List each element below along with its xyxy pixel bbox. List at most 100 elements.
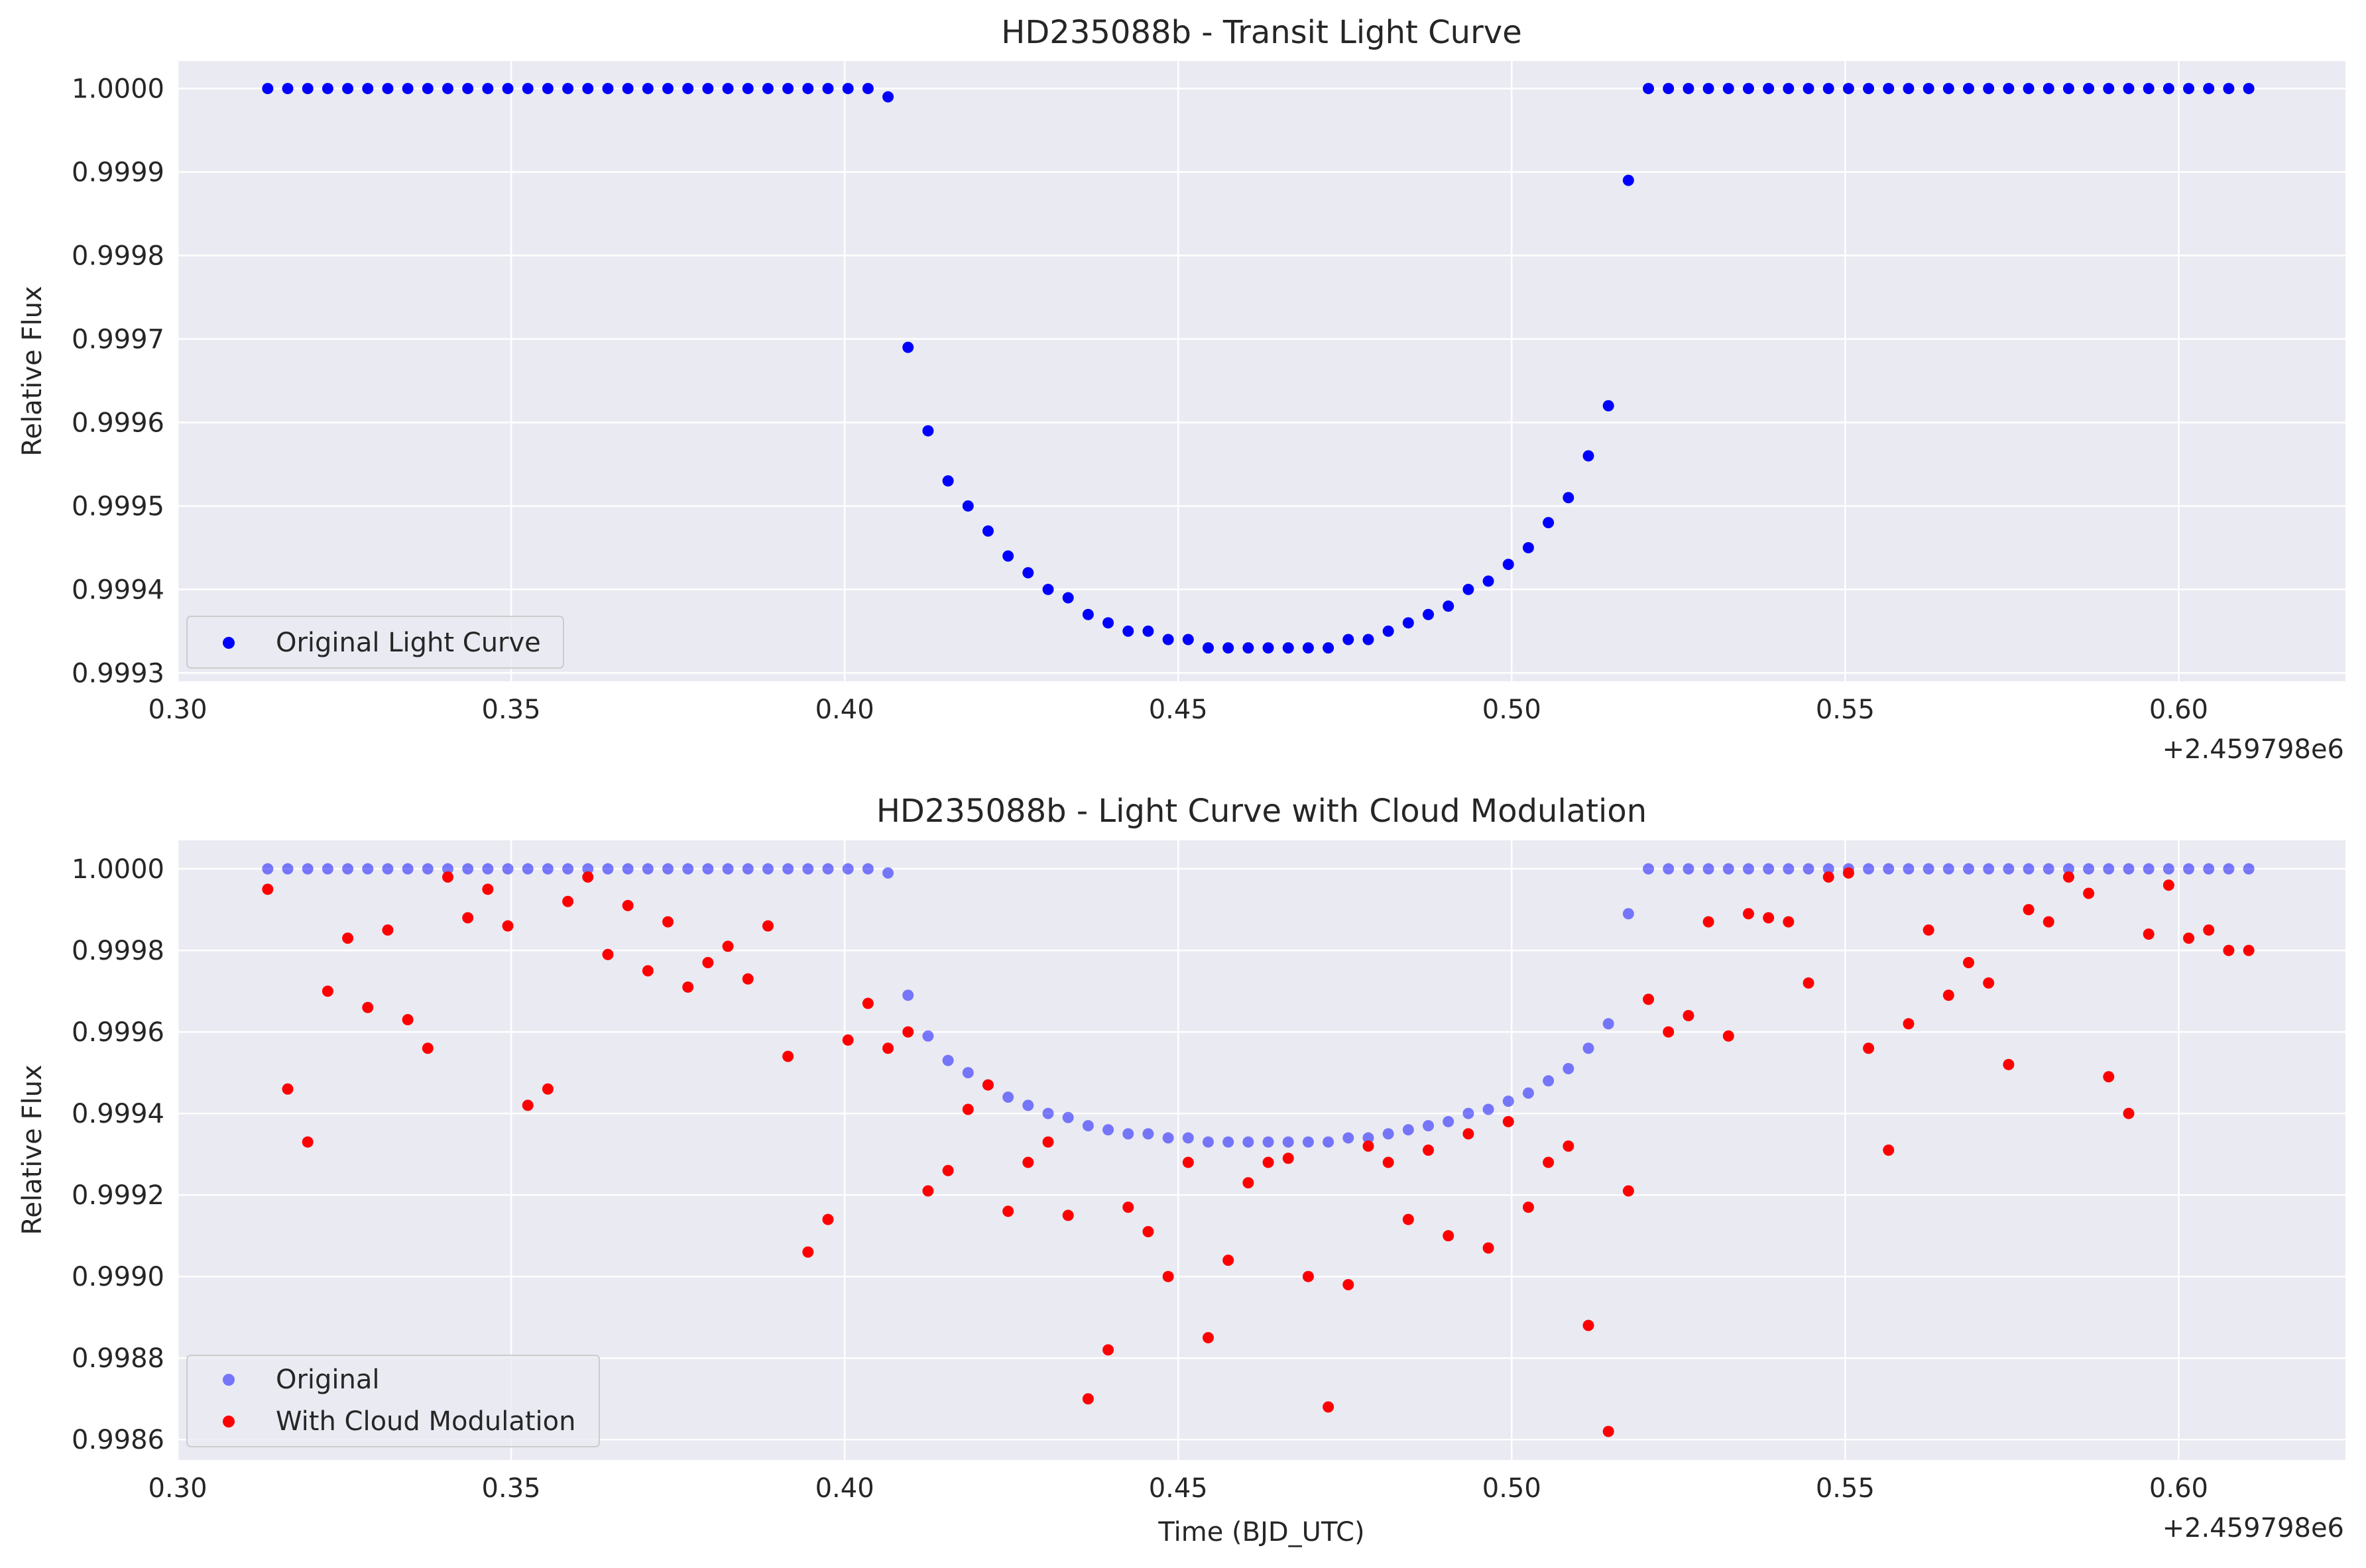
data-point-with-cloud-modulation xyxy=(1903,1018,1915,1030)
x-tick-label: 0.50 xyxy=(1482,1473,1541,1504)
data-point-with-cloud-modulation xyxy=(1963,957,1975,969)
data-point-original xyxy=(1423,1120,1435,1132)
data-point-original-light-curve xyxy=(342,83,354,95)
legend-marker-original xyxy=(223,1374,235,1386)
data-point-with-cloud-modulation xyxy=(1323,1401,1334,1413)
data-point-original-light-curve xyxy=(1922,83,1934,95)
data-point-original xyxy=(522,863,534,875)
data-point-original-light-curve xyxy=(562,83,574,95)
data-point-original xyxy=(2243,863,2255,875)
data-point-original xyxy=(2042,863,2054,875)
x-tick-label: 0.30 xyxy=(148,695,207,725)
data-point-original xyxy=(1082,1120,1094,1132)
chart-title: HD235088b - Transit Light Curve xyxy=(1001,14,1522,51)
data-point-original-light-curve xyxy=(702,83,714,95)
data-point-original xyxy=(662,863,674,875)
data-point-original-light-curve xyxy=(742,83,754,95)
data-point-with-cloud-modulation xyxy=(1702,916,1714,928)
x-tick-label: 0.60 xyxy=(2149,695,2208,725)
data-point-original xyxy=(822,863,834,875)
data-point-original xyxy=(2083,863,2095,875)
data-point-original-light-curve xyxy=(542,83,554,95)
data-point-original-light-curve xyxy=(1522,541,1534,553)
scatter-points xyxy=(262,863,2255,1437)
data-point-original xyxy=(642,863,654,875)
x-tick-label: 0.35 xyxy=(482,695,541,725)
data-point-original xyxy=(2103,863,2115,875)
data-point-original xyxy=(1462,1107,1474,1119)
data-point-original xyxy=(1323,1136,1334,1148)
data-point-with-cloud-modulation xyxy=(1262,1156,1274,1168)
data-point-original-light-curve xyxy=(2223,83,2235,95)
y-tick-label: 0.9986 xyxy=(72,1425,164,1455)
x-tick-label: 0.55 xyxy=(1816,1473,1875,1504)
data-point-original xyxy=(762,863,774,875)
data-point-original xyxy=(702,863,714,875)
data-point-original xyxy=(1863,863,1875,875)
data-point-original xyxy=(2183,863,2195,875)
data-point-original-light-curve xyxy=(962,500,974,512)
legend-box xyxy=(186,616,564,669)
data-point-original-light-curve xyxy=(442,83,453,95)
data-point-original xyxy=(442,863,453,875)
y-tick-label: 0.9999 xyxy=(72,158,164,188)
data-point-original xyxy=(1142,1128,1154,1140)
data-point-with-cloud-modulation xyxy=(1622,1185,1634,1197)
data-point-with-cloud-modulation xyxy=(622,899,634,911)
data-point-with-cloud-modulation xyxy=(1402,1213,1414,1225)
data-point-original xyxy=(1643,863,1655,875)
data-point-original-light-curve xyxy=(1443,600,1454,612)
data-point-with-cloud-modulation xyxy=(722,940,734,952)
data-point-with-cloud-modulation xyxy=(282,1083,294,1095)
data-point-with-cloud-modulation xyxy=(842,1034,854,1046)
data-point-original xyxy=(562,863,574,875)
data-point-original xyxy=(1622,908,1634,920)
y-tick-label: 0.9995 xyxy=(72,491,164,522)
data-point-original-light-curve xyxy=(862,83,874,95)
data-point-original xyxy=(1702,863,1714,875)
y-tick-label: 0.9988 xyxy=(72,1343,164,1374)
data-point-original xyxy=(1683,863,1694,875)
x-tick-label: 0.60 xyxy=(2149,1473,2208,1504)
data-point-original-light-curve xyxy=(1722,83,1734,95)
data-point-with-cloud-modulation xyxy=(762,920,774,932)
x-tick-labels: 0.30 0.35 0.40 0.45 0.50 0.55 0.60 xyxy=(148,695,2208,725)
data-point-original xyxy=(622,863,634,875)
data-point-with-cloud-modulation xyxy=(2023,904,2035,916)
y-tick-label: 0.9996 xyxy=(72,1017,164,1048)
data-point-original xyxy=(2203,863,2215,875)
data-point-with-cloud-modulation xyxy=(882,1042,894,1054)
data-point-original-light-curve xyxy=(302,83,314,95)
data-point-original xyxy=(1602,1018,1614,1030)
data-point-with-cloud-modulation xyxy=(302,1136,314,1148)
data-point-original xyxy=(362,863,374,875)
chart-title: HD235088b - Light Curve with Cloud Modul… xyxy=(876,793,1647,830)
data-point-original-light-curve xyxy=(1462,583,1474,595)
data-point-with-cloud-modulation xyxy=(1062,1209,1074,1221)
data-point-original xyxy=(322,863,333,875)
data-point-with-cloud-modulation xyxy=(802,1246,814,1258)
data-point-original-light-curve xyxy=(1042,583,1054,595)
data-point-original xyxy=(482,863,494,875)
data-point-original xyxy=(722,863,734,875)
data-point-original xyxy=(1983,863,1995,875)
data-point-original-light-curve xyxy=(1423,608,1435,620)
data-point-with-cloud-modulation xyxy=(422,1042,434,1054)
legend-box xyxy=(186,1355,600,1447)
legend-label-with-cloud-modulation: With Cloud Modulation xyxy=(276,1406,575,1437)
data-point-original xyxy=(862,863,874,875)
y-tick-label: 0.9992 xyxy=(72,1180,164,1211)
data-point-with-cloud-modulation xyxy=(902,1026,914,1038)
data-point-with-cloud-modulation xyxy=(1462,1128,1474,1140)
data-point-with-cloud-modulation xyxy=(2162,879,2174,891)
data-point-with-cloud-modulation xyxy=(1563,1140,1574,1152)
data-point-original-light-curve xyxy=(1302,642,1314,654)
data-point-original-light-curve xyxy=(2243,83,2255,95)
data-point-original-light-curve xyxy=(1543,517,1555,529)
data-point-original-light-curve xyxy=(2103,83,2115,95)
data-point-original-light-curve xyxy=(1582,450,1594,462)
data-point-original-light-curve xyxy=(1683,83,1694,95)
data-point-original xyxy=(1242,1136,1254,1148)
data-point-original-light-curve xyxy=(1482,575,1494,587)
data-point-original-light-curve xyxy=(1282,642,1294,654)
